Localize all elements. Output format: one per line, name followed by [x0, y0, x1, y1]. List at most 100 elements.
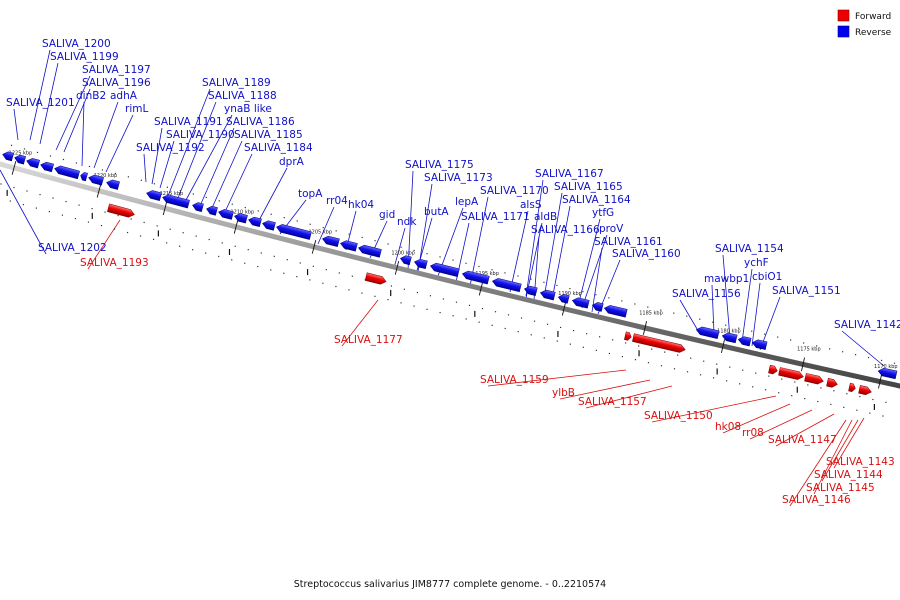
reverse-gene[interactable]	[557, 293, 570, 304]
track-guide-dot	[546, 323, 549, 325]
reverse-gene[interactable]	[218, 208, 234, 220]
track-guide-dot	[270, 269, 272, 271]
track-guide-dot	[781, 378, 783, 380]
reverse-gene[interactable]	[523, 285, 538, 296]
reverse-gene[interactable]	[80, 172, 88, 182]
forward-gene[interactable]	[778, 367, 804, 380]
track-guide-dot	[312, 265, 314, 267]
reverse-gene[interactable]	[2, 150, 14, 162]
reverse-gene[interactable]	[413, 258, 428, 270]
track-guide-dot	[794, 381, 796, 383]
gene-label-gid: gid	[379, 209, 395, 221]
gene-label-saliva-1167: SALIVA_1167	[535, 168, 604, 180]
gene-label-rr04: rr04	[326, 195, 348, 207]
track-guide-dot	[530, 334, 532, 336]
track-guide-dot	[820, 387, 822, 389]
track-guide-dot	[309, 279, 311, 281]
track-guide-dot	[452, 315, 454, 317]
axis-major-tick	[394, 260, 400, 275]
gene-label-saliva-1196: SALIVA_1196	[82, 77, 151, 89]
gene-label-cbio1: cbiO1	[752, 271, 782, 283]
forward-gene[interactable]	[107, 203, 135, 219]
gene-label-leader	[177, 101, 217, 199]
track-guide-dot	[270, 213, 272, 215]
forward-gene[interactable]	[632, 333, 686, 354]
forward-gene[interactable]	[364, 272, 387, 286]
track-guide-dot	[208, 238, 210, 241]
gene-label-saliva-1143: SALIVA_1143	[826, 456, 895, 468]
gene-label-leader	[29, 49, 51, 141]
track-guide-dot	[361, 292, 363, 294]
reverse-gene[interactable]	[146, 189, 162, 201]
track-guide-dot	[664, 351, 666, 353]
forward-gene[interactable]	[858, 385, 873, 396]
gene-label-leader	[393, 227, 406, 269]
reverse-gene[interactable]	[248, 216, 262, 228]
track-guide-dot	[244, 262, 246, 264]
reverse-gene[interactable]	[461, 270, 490, 285]
forward-gene[interactable]	[804, 373, 824, 385]
track-guide-dot	[117, 214, 119, 217]
track-guide-dot	[273, 255, 275, 257]
reverse-gene[interactable]	[321, 235, 340, 247]
track-guide-dot	[156, 225, 158, 227]
track-guide-dot	[139, 235, 142, 237]
reverse-gene[interactable]	[721, 332, 738, 344]
axis-major-tick	[478, 281, 484, 296]
forward-gene[interactable]	[848, 382, 857, 392]
reverse-gene[interactable]	[491, 277, 522, 293]
track-guide-dot	[387, 243, 389, 245]
gene-label-ylbb: ylbB	[552, 387, 575, 399]
forward-gene[interactable]	[768, 364, 778, 375]
track-guide-dot	[699, 318, 701, 320]
track-guide-dot	[286, 259, 288, 261]
reverse-gene[interactable]	[539, 289, 556, 301]
reverse-gene[interactable]	[357, 244, 382, 258]
reverse-gene[interactable]	[14, 154, 26, 165]
gene-label-leader	[581, 234, 608, 309]
reverse-gene[interactable]	[571, 297, 590, 309]
forward-gene[interactable]	[826, 377, 839, 388]
reverse-gene[interactable]	[106, 179, 120, 190]
track-guide-dot	[192, 193, 194, 195]
track-guide-dot	[126, 231, 129, 234]
reverse-gene[interactable]	[591, 301, 604, 312]
gene-label-saliva-1173: SALIVA_1173	[424, 172, 493, 184]
axis-tick-label: 1185 kbp	[639, 310, 663, 316]
reverse-gene[interactable]	[399, 255, 412, 266]
track-guide-dot	[893, 362, 896, 364]
gene-label-leader	[469, 196, 489, 287]
track-guide-dot	[101, 169, 104, 171]
gene-label-leader	[722, 254, 731, 339]
reverse-gene[interactable]	[261, 220, 276, 231]
track-guide-dot	[338, 272, 340, 274]
reverse-gene[interactable]	[695, 326, 720, 339]
reverse-gene[interactable]	[40, 161, 54, 173]
reverse-gene[interactable]	[26, 157, 40, 169]
reverse-gene[interactable]	[339, 239, 358, 252]
track-guide-dot	[179, 190, 181, 192]
reverse-gene[interactable]	[737, 335, 752, 347]
reverse-gene[interactable]	[88, 174, 104, 186]
reverse-gene[interactable]	[162, 193, 190, 209]
gene-label-saliva-1199: SALIVA_1199	[50, 51, 119, 63]
reverse-gene[interactable]	[877, 367, 898, 380]
gene-label-leader	[255, 167, 288, 227]
reverse-gene[interactable]	[192, 201, 204, 212]
gene-label-saliva-1202: SALIVA_1202	[38, 242, 107, 254]
reverse-gene[interactable]	[751, 339, 768, 350]
reverse-gene[interactable]	[429, 262, 460, 277]
gene-label-leader	[585, 385, 673, 409]
reverse-gene[interactable]	[603, 304, 628, 318]
track-guide-dot	[413, 305, 415, 307]
reverse-gene[interactable]	[206, 205, 218, 216]
reverse-gene[interactable]	[54, 165, 80, 180]
track-guide-dot	[52, 197, 54, 199]
reverse-gene[interactable]	[275, 223, 312, 240]
gene-label-leader	[81, 101, 85, 167]
reverse-gene[interactable]	[234, 212, 248, 224]
track-guide-dot	[556, 340, 558, 342]
forward-gene[interactable]	[624, 331, 632, 341]
